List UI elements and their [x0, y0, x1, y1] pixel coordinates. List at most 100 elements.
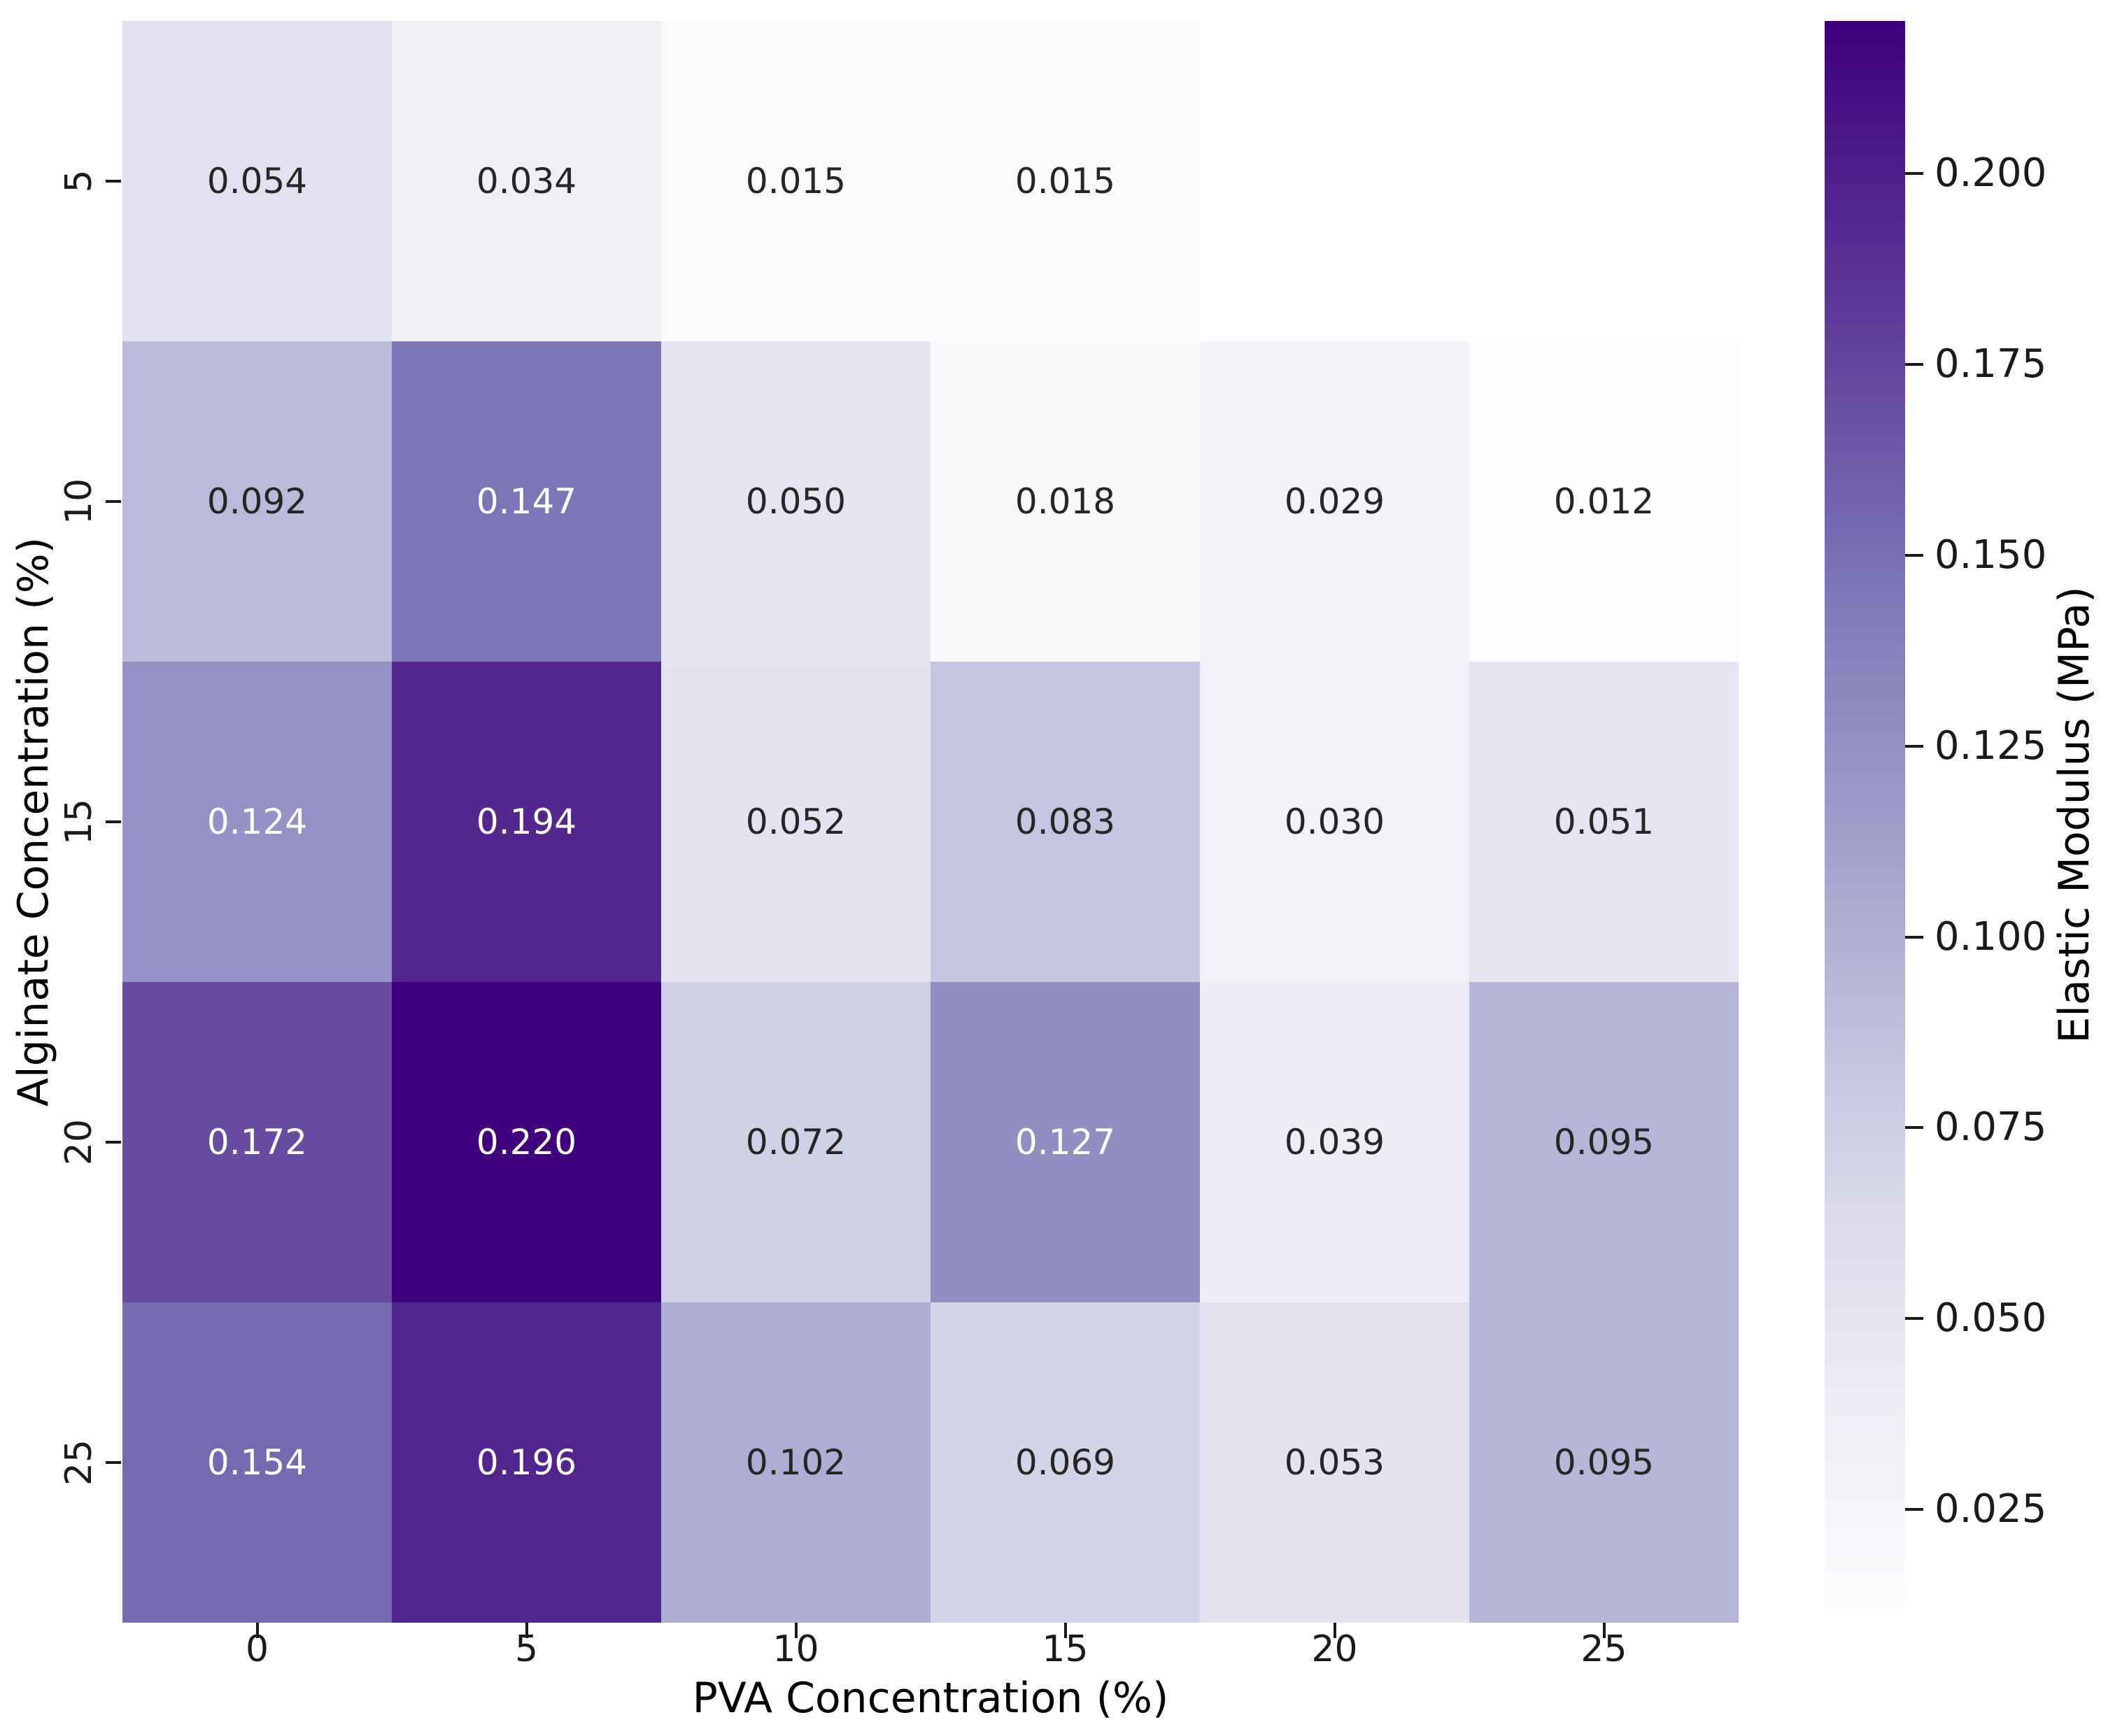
heatmap-cell: 0.015	[661, 21, 931, 341]
heatmap-cell: 0.018	[931, 341, 1200, 662]
colorbar-tick-label: 0.175	[1934, 341, 2047, 387]
colorbar-tick-mark	[1905, 363, 1923, 367]
cell-value: 0.015	[1014, 161, 1116, 201]
heatmap-cell: 0.015	[931, 21, 1200, 341]
cell-value: 0.012	[1553, 481, 1655, 522]
y-tick-label: 15	[58, 798, 100, 846]
x-tick-mark	[255, 1623, 259, 1638]
y-tick-label: 5	[58, 169, 100, 193]
cell-value: 0.092	[206, 481, 308, 522]
heatmap-grid: 0.054 0.034 0.015 0.015 0.092 0.147 0.050 0.018…	[122, 21, 1739, 1623]
colorbar-tick-mark	[1905, 553, 1923, 557]
y-tick-mark	[106, 820, 121, 823]
cell-value: 0.034	[476, 161, 577, 201]
colorbar-label: Elastic Modulus (MPa)	[2050, 586, 2099, 1044]
heatmap-cell: 0.050	[661, 341, 931, 662]
heatmap-cell: 0.092	[122, 341, 392, 662]
cell-value: 0.030	[1284, 802, 1385, 842]
colorbar-tick-mark	[1905, 744, 1923, 748]
heatmap-cell: 0.172	[122, 982, 392, 1302]
colorbar-tick-mark	[1905, 935, 1923, 939]
cell-value: 0.095	[1553, 1122, 1655, 1162]
colorbar-gradient	[1825, 21, 1905, 1609]
x-axis-label: PVA Concentration (%)	[692, 1674, 1169, 1723]
cell-value: 0.194	[476, 802, 577, 842]
colorbar-tick-label: 0.025	[1934, 1486, 2047, 1532]
cell-value: 0.052	[745, 802, 847, 842]
x-tick-label: 25	[1580, 1628, 1627, 1670]
colorbar-tick-label: 0.100	[1934, 913, 2047, 960]
colorbar-tick-mark	[1905, 1317, 1923, 1321]
colorbar-tick-label: 0.050	[1934, 1295, 2047, 1342]
colorbar-tick-mark	[1905, 1126, 1923, 1130]
x-tick-mark	[794, 1623, 798, 1638]
cell-value: 0.124	[206, 802, 308, 842]
cell-value: 0.072	[745, 1122, 847, 1162]
y-tick-mark	[106, 180, 121, 183]
heatmap-cell: 0.012	[1469, 341, 1739, 662]
x-tick-mark	[1602, 1623, 1606, 1638]
cell-value: 0.053	[1284, 1442, 1385, 1483]
colorbar-tick-label: 0.150	[1934, 532, 2047, 578]
cell-value: 0.050	[745, 481, 847, 522]
y-tick-label: 25	[58, 1439, 100, 1486]
cell-value: 0.127	[1014, 1122, 1116, 1162]
heatmap-cell: 0.052	[661, 662, 931, 982]
colorbar-tick-label: 0.200	[1934, 150, 2047, 197]
heatmap-cell: 0.095	[1469, 982, 1739, 1302]
cell-value: 0.029	[1284, 481, 1385, 522]
y-tick-label: 10	[58, 478, 100, 525]
heatmap-cell: 0.127	[931, 982, 1200, 1302]
cell-value: 0.196	[476, 1442, 577, 1483]
heatmap-cell: 0.083	[931, 662, 1200, 982]
x-tick-label: 15	[1042, 1628, 1089, 1670]
cell-value: 0.051	[1553, 802, 1655, 842]
heatmap-cell: 0.029	[1200, 341, 1469, 662]
heatmap-cell: 0.034	[392, 21, 661, 341]
heatmap-cell: 0.051	[1469, 662, 1739, 982]
cell-value: 0.147	[476, 481, 577, 522]
heatmap-cell: 0.147	[392, 341, 661, 662]
x-tick-label: 0	[245, 1628, 269, 1670]
x-tick-mark	[525, 1623, 528, 1638]
x-tick-label: 20	[1311, 1628, 1358, 1670]
colorbar-tick-label: 0.075	[1934, 1104, 2047, 1151]
heatmap-cell: 0.054	[122, 21, 392, 341]
y-tick-mark	[106, 1141, 121, 1144]
cell-value: 0.018	[1014, 481, 1116, 522]
cell-value: 0.172	[206, 1122, 308, 1162]
heatmap-cell: 0.196	[392, 1302, 661, 1623]
cell-value: 0.069	[1014, 1442, 1116, 1483]
cell-value: 0.102	[745, 1442, 847, 1483]
x-tick-mark	[1333, 1623, 1336, 1638]
cell-value: 0.054	[206, 161, 308, 201]
heatmap-cell: 0.039	[1200, 982, 1469, 1302]
heatmap-cell: 0.124	[122, 662, 392, 982]
y-axis-label: Alginate Concentration (%)	[9, 536, 58, 1107]
cell-value: 0.095	[1553, 1442, 1655, 1483]
heatmap-cell: 0.095	[1469, 1302, 1739, 1623]
y-tick-mark	[106, 1461, 121, 1464]
heatmap-cell: 0.220	[392, 982, 661, 1302]
y-tick-label: 20	[58, 1118, 100, 1166]
cell-value: 0.083	[1014, 802, 1116, 842]
heatmap-cell: 0.030	[1200, 662, 1469, 982]
heatmap-cell: 0.102	[661, 1302, 931, 1623]
x-tick-label: 10	[772, 1628, 819, 1670]
cell-value: 0.039	[1284, 1122, 1385, 1162]
colorbar-tick-label: 0.125	[1934, 723, 2047, 769]
x-tick-label: 5	[514, 1628, 539, 1670]
heatmap-cell: 0.072	[661, 982, 931, 1302]
heatmap-cell: 0.053	[1200, 1302, 1469, 1623]
cell-value: 0.015	[745, 161, 847, 201]
colorbar-tick-mark	[1905, 172, 1923, 176]
x-tick-mark	[1063, 1623, 1067, 1638]
heatmap-cell: 0.194	[392, 662, 661, 982]
colorbar-tick-mark	[1905, 1508, 1923, 1511]
heatmap-cell: 0.069	[931, 1302, 1200, 1623]
cell-value: 0.220	[476, 1122, 577, 1162]
y-tick-mark	[106, 500, 121, 503]
cell-value: 0.154	[206, 1442, 308, 1483]
heatmap-cell: 0.154	[122, 1302, 392, 1623]
